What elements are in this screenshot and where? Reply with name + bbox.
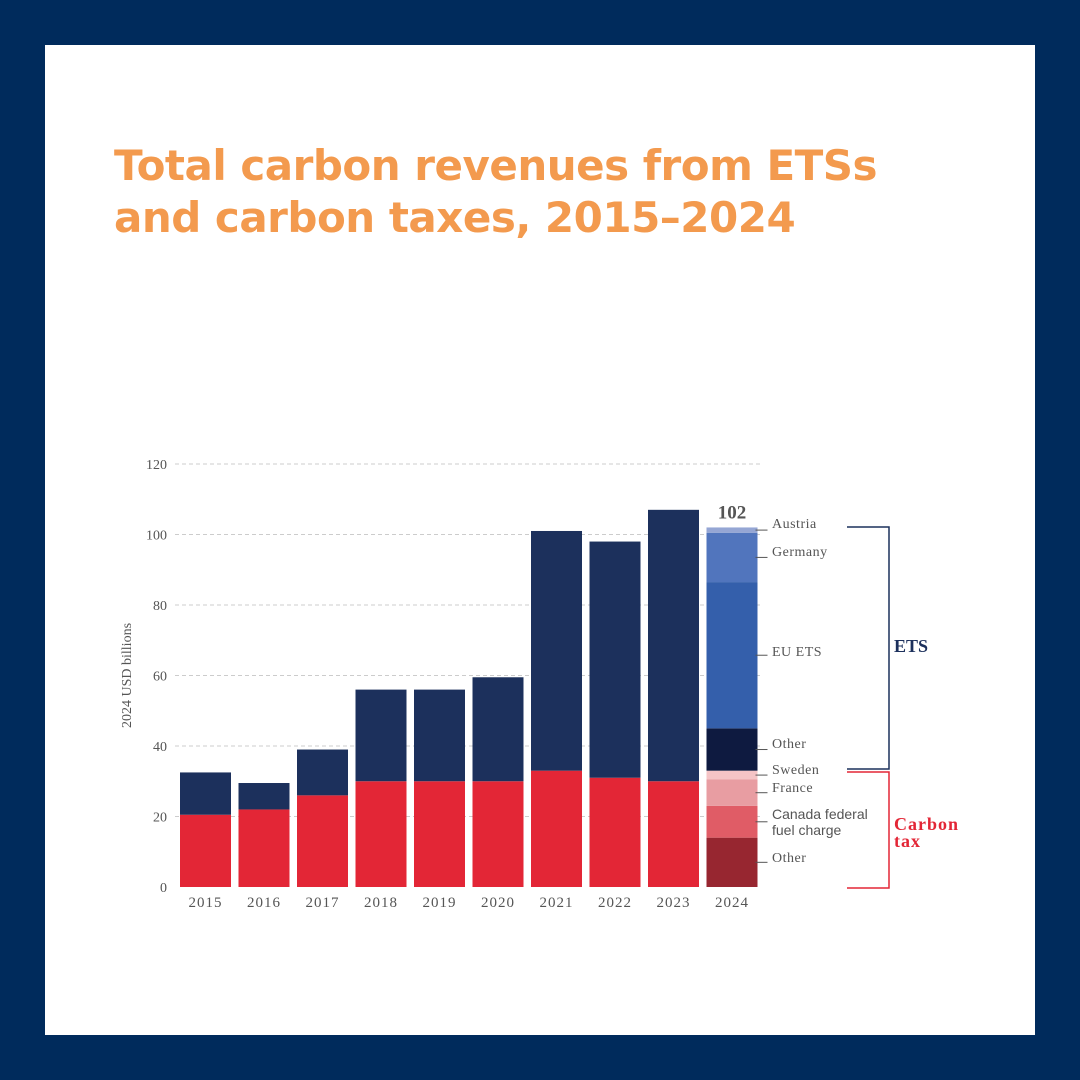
bar-carbon-tax-2017 (297, 795, 348, 887)
segment-label: Other (772, 851, 806, 866)
segment-label: Sweden (772, 763, 819, 778)
x-tick-label: 2018 (364, 895, 398, 911)
segment-label: EU ETS (772, 645, 822, 660)
bar-2024-segment-france (706, 779, 758, 806)
bar-ets-2022 (589, 541, 641, 778)
y-tick-label: 120 (146, 458, 167, 473)
bar-2024-segment-germany (706, 532, 758, 583)
bar-ets-2019 (414, 689, 465, 782)
segment-label: Other (772, 737, 806, 752)
ets-group-label: ETS (894, 636, 928, 656)
y-axis-label: 2024 USD billions (120, 623, 135, 728)
carbon-tax-group-label: Carbon tax (894, 814, 959, 851)
y-tick-label: 40 (153, 740, 167, 755)
x-tick-label: 2019 (423, 895, 457, 911)
y-tick-label: 0 (160, 881, 167, 896)
bar-ets-2016 (238, 783, 290, 810)
y-tick-label: 80 (153, 599, 167, 614)
bar-2024-segment-canada-federal-fuel-charge (706, 805, 758, 838)
bar-2024-segment-eu-ets (706, 582, 758, 729)
bar-2024-segment-other (706, 728, 758, 771)
bar-carbon-tax-2016 (238, 809, 290, 887)
bar-carbon-tax-2020 (472, 781, 524, 887)
bar-carbon-tax-2019 (414, 781, 465, 887)
bar-carbon-tax-2015 (180, 814, 231, 887)
bar-ets-2017 (297, 749, 348, 796)
bar-ets-2021 (531, 530, 582, 771)
x-tick-label: 2022 (598, 895, 632, 911)
segment-label: Canada federal fuel charge (772, 806, 868, 838)
carbon-tax-bracket (847, 771, 890, 889)
chart-card: Total carbon revenues from ETSs and carb… (45, 45, 1035, 1035)
x-tick-label: 2024 (715, 895, 749, 911)
segment-label: France (772, 781, 813, 796)
bar-ets-2020 (472, 677, 524, 782)
chart-title: Total carbon revenues from ETSs and carb… (114, 140, 878, 244)
bar-carbon-tax-2018 (355, 781, 407, 887)
bar-ets-2018 (355, 689, 407, 782)
bar-carbon-tax-2021 (531, 770, 582, 887)
x-tick-label: 2020 (481, 895, 515, 911)
bar-ets-2023 (648, 509, 699, 782)
bar-ets-2015 (180, 772, 231, 815)
total-label-2024: 102 (718, 502, 747, 523)
segment-label: Austria (772, 517, 817, 532)
stacked-bar-chart: 0 20 40 60 80 100 120 2024 USD billions 2015 2016… (120, 458, 959, 911)
segment-label: Germany (772, 545, 828, 560)
x-tick-label: 2015 (189, 895, 223, 911)
y-tick-label: 100 (146, 529, 167, 544)
bar-carbon-tax-2022 (589, 777, 641, 887)
x-tick-label: 2023 (657, 895, 691, 911)
x-tick-label: 2016 (247, 895, 281, 911)
title-line-1: Total carbon revenues from ETSs (114, 141, 878, 190)
bar-2024-segment-austria (706, 527, 758, 533)
bar-2024-segment-other (706, 837, 758, 887)
bar-2024-segment-sweden (706, 770, 758, 780)
ets-bracket (847, 526, 890, 770)
y-tick-label: 60 (153, 670, 167, 685)
bar-carbon-tax-2023 (648, 781, 699, 887)
x-tick-label: 2017 (306, 895, 340, 911)
x-tick-label: 2021 (540, 895, 574, 911)
title-line-2: and carbon taxes, 2015–2024 (114, 193, 796, 242)
y-tick-label: 20 (153, 811, 167, 826)
